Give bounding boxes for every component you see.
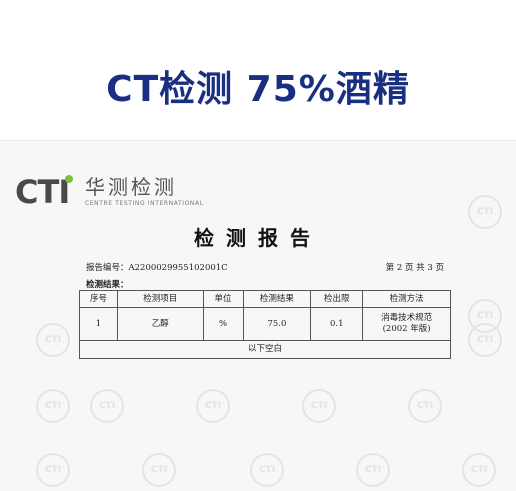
watermark-seal-icon: CTI <box>36 453 70 487</box>
cell-no: 1 <box>79 307 118 341</box>
method-line: (2002 年版) <box>382 324 431 334</box>
watermark-seal-icon: CTI <box>196 389 230 423</box>
watermark-seal-icon: CTI <box>250 453 284 487</box>
logo-mark: CTI <box>15 173 70 211</box>
cti-logo: CTI 华测检测 CENTRE TESTING INTERNATIONAL <box>15 172 265 212</box>
watermark-seal-icon: CTI <box>468 195 502 229</box>
cell-result: 75.0 <box>242 307 312 341</box>
logo-name-en: CENTRE TESTING INTERNATIONAL <box>85 200 204 207</box>
report-number: 报告编号：A2200029955102001C <box>86 263 228 273</box>
logo-name-cn: 华测检测 <box>85 175 177 199</box>
watermark-seal-icon: CTI <box>36 389 70 423</box>
report-title: 检测报告 <box>194 226 322 250</box>
column-header: 检测结果 <box>242 290 312 308</box>
logo-dot-icon <box>65 175 73 183</box>
headline-banner: CT检测 75%酒精 <box>0 0 516 140</box>
cell-limit: 0.1 <box>310 307 364 341</box>
watermark-seal-icon: CTI <box>36 323 70 357</box>
watermark-seal-icon: CTI <box>408 389 442 423</box>
page-info: 第 2 页 共 3 页 <box>385 263 444 273</box>
results-label: 检测结果： <box>86 280 129 290</box>
cell-unit: % <box>202 307 244 341</box>
watermark-seal-icon: CTI <box>142 453 176 487</box>
watermark-seal-icon: CTI <box>462 453 496 487</box>
watermark-seal-icon: CTI <box>468 323 502 357</box>
column-header: 检出限 <box>310 290 364 308</box>
headline-title: CT检测 75%酒精 <box>106 69 410 110</box>
cell-method: 消毒技术规范 (2002 年版) <box>362 307 451 341</box>
column-header: 单位 <box>202 290 244 308</box>
column-header: 检测方法 <box>362 290 451 308</box>
watermark-seal-icon: CTI <box>302 389 336 423</box>
results-table: 序号 检测项目 单位 检测结果 检出限 检测方法 1 乙醇 % 75.0 0.1… <box>79 290 451 359</box>
table-row: 1 乙醇 % 75.0 0.1 消毒技术规范 (2002 年版) <box>79 307 451 341</box>
cell-item: 乙醇 <box>116 307 204 341</box>
table-header-row: 序号 检测项目 单位 检测结果 检出限 检测方法 <box>79 290 451 308</box>
column-header: 检测项目 <box>116 290 204 308</box>
watermark-seal-icon: CTI <box>90 389 124 423</box>
column-header: 序号 <box>79 290 118 308</box>
method-line: 消毒技术规范 <box>381 313 433 323</box>
blank-note: 以下空白 <box>79 340 451 359</box>
watermark-seal-icon: CTI <box>356 453 390 487</box>
table-row: 以下空白 <box>79 340 451 359</box>
